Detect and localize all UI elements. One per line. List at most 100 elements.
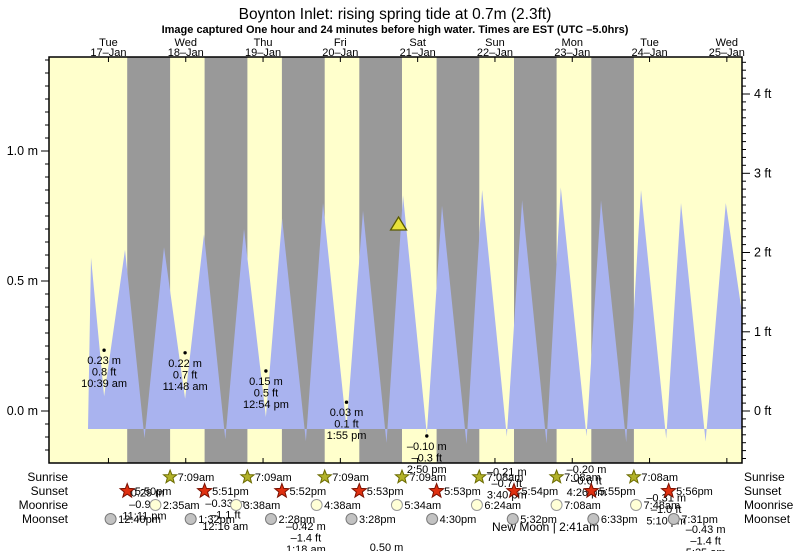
sunrise-time: 7:08am: [564, 472, 601, 484]
day-date-label: 22–Jan: [477, 47, 513, 59]
right-axis-label: 0 ft: [754, 404, 772, 418]
sunset-time: 5:55pm: [599, 486, 636, 498]
moonrise-time: 7:48am: [644, 500, 681, 512]
moonset-time: 12:40pm: [118, 514, 161, 526]
day-name-label: Tue: [640, 37, 659, 49]
low-tide-annotation-line: –0.21 m: [487, 467, 527, 479]
right-axis-label: 4 ft: [754, 87, 772, 101]
moonrise-circle-icon: [230, 499, 243, 511]
low-tide-annotation-line: 11:11 pm: [122, 510, 166, 522]
moonrise-circle-icon: [149, 499, 162, 511]
moonrise-circle-icon: [310, 499, 323, 511]
sunrise-star-icon: [394, 468, 411, 484]
moonset-time: 4:30pm: [440, 514, 477, 526]
low-tide-annotation-line: 0.03 m: [330, 407, 364, 419]
sunrise-row-label-left: Sunrise: [27, 470, 68, 484]
low-tide-annotation-line: –0.29 m: [125, 487, 165, 499]
day-name-label: Wed: [716, 37, 738, 49]
low-tide-annotation-line: 0.15 m: [249, 376, 283, 388]
sunset-time: 5:52pm: [289, 486, 326, 498]
low-tide-annotation-line: 12:54 pm: [243, 399, 289, 411]
page-title: Boynton Inlet: rising spring tide at 0.7…: [239, 6, 552, 23]
sunrise-star-icon: [548, 468, 565, 484]
page-subtitle: Image captured One hour and 24 minutes b…: [162, 24, 629, 36]
low-tide-annotation: 0.50 m: [370, 542, 404, 551]
sunrise-star-icon: [471, 468, 488, 484]
sunset-star-icon: [350, 482, 368, 499]
sunset-time: 5:56pm: [676, 486, 713, 498]
low-tide-annotation-line: 12:16 am: [202, 521, 248, 533]
low-tide-annotation-line: –0.3 ft: [411, 453, 442, 465]
low-tide-annotation: –0.43 m–1.4 ft5:25 am: [686, 524, 726, 551]
low-tide-annotation-line: –1.4 ft: [690, 535, 721, 547]
moonset-circle-icon: [587, 513, 600, 525]
moonrise-time: 4:38am: [324, 500, 361, 512]
day-name-label: Tue: [99, 37, 118, 49]
astro-rows: 7:09am 7:09am 7:09am 7:09am 7:08am 7:08am 7:08…: [104, 468, 718, 526]
right-axis-label: 3 ft: [754, 166, 772, 180]
moonset-time: 5:32pm: [520, 514, 557, 526]
left-axis-label: 0.5 m: [7, 274, 38, 288]
moonset-row-label-left: Moonset: [22, 512, 69, 526]
low-tide-annotation-line: –0.43 m: [686, 524, 726, 536]
sunrise-time: 7:09am: [178, 472, 215, 484]
day-date-label: 21–Jan: [400, 47, 436, 59]
moonrise-circle-icon: [470, 499, 483, 511]
low-tide-annotation-line: 0.5 ft: [254, 388, 278, 400]
low-tide-annotation-line: 0.50 m: [370, 542, 404, 551]
low-tide-annotation: –0.10 m–0.3 ft2:50 pm: [407, 434, 447, 476]
moonset-time: 3:28pm: [359, 514, 396, 526]
day-name-label: Sun: [485, 37, 505, 49]
low-tide-annotation-line: 5:25 am: [686, 547, 726, 551]
day-date-label: 24–Jan: [632, 47, 668, 59]
sunset-star-icon: [582, 482, 600, 499]
low-tide-dot: [264, 369, 268, 373]
moonrise-time: 7:08am: [564, 500, 601, 512]
low-tide-dot: [425, 434, 429, 438]
moonset-circle-icon: [345, 513, 358, 525]
sunrise-row-label-right: Sunrise: [744, 470, 785, 484]
sunset-star-icon: [273, 482, 291, 499]
sunrise-row: 7:09am 7:09am 7:09am 7:09am 7:08am 7:08am 7:08…: [162, 468, 678, 484]
right-axis-label: 2 ft: [754, 246, 772, 260]
moonset-row-label-right: Moonset: [744, 512, 791, 526]
moonset-time: 2:28pm: [278, 514, 315, 526]
low-tide-annotation-line: –0.10 m: [407, 441, 447, 453]
moonset-circle-icon: [506, 513, 519, 525]
low-tide-annotation-line: 1:55 pm: [327, 430, 367, 442]
low-tide-annotation-line: –0.42 m: [286, 521, 326, 533]
day-date-label: 25–Jan: [709, 47, 745, 59]
sunrise-star-icon: [162, 468, 179, 484]
low-tide-dot: [344, 400, 349, 404]
day-name-label: Mon: [562, 37, 583, 49]
moonrise-time: 2:35am: [163, 500, 200, 512]
tide-area: [88, 187, 742, 444]
low-tide-annotation-line: 11:48 am: [163, 381, 208, 393]
sunset-time: 5:54pm: [521, 486, 558, 498]
low-tide-annotation-line: –0.6 ft: [571, 476, 602, 488]
day-date-label: 23–Jan: [554, 47, 590, 59]
moonset-circle-icon: [264, 513, 277, 525]
low-tide-dot: [183, 351, 187, 355]
sunset-row-label-left: Sunset: [31, 484, 69, 498]
low-tide-annotation-line: –1.4 ft: [291, 533, 322, 545]
moonset-circle-icon: [426, 513, 439, 525]
moonrise-circle-icon: [630, 499, 643, 511]
day-date-label: 18–Jan: [168, 47, 204, 59]
low-tide-annotation-line: 10:39 am: [81, 378, 127, 390]
day-date-label: 20–Jan: [322, 47, 358, 59]
low-tide-annotation: 0.03 m0.1 ft1:55 pm: [327, 400, 367, 442]
day-date-label: 19–Jan: [245, 47, 281, 59]
left-axis-label: 1.0 m: [7, 144, 38, 158]
moonrise-circle-icon: [390, 499, 403, 511]
low-tide-annotation-line: 0.1 ft: [334, 419, 358, 431]
moonset-time: 6:33pm: [601, 514, 638, 526]
moonset-circle-icon: [184, 513, 197, 525]
sunrise-time: 7:09am: [255, 472, 292, 484]
sunset-row: 5:50pm 5:51pm 5:52pm 5:53pm 5:53pm 5:54pm 5:55…: [118, 482, 713, 499]
moonrise-row-label-left: Moonrise: [19, 498, 69, 512]
